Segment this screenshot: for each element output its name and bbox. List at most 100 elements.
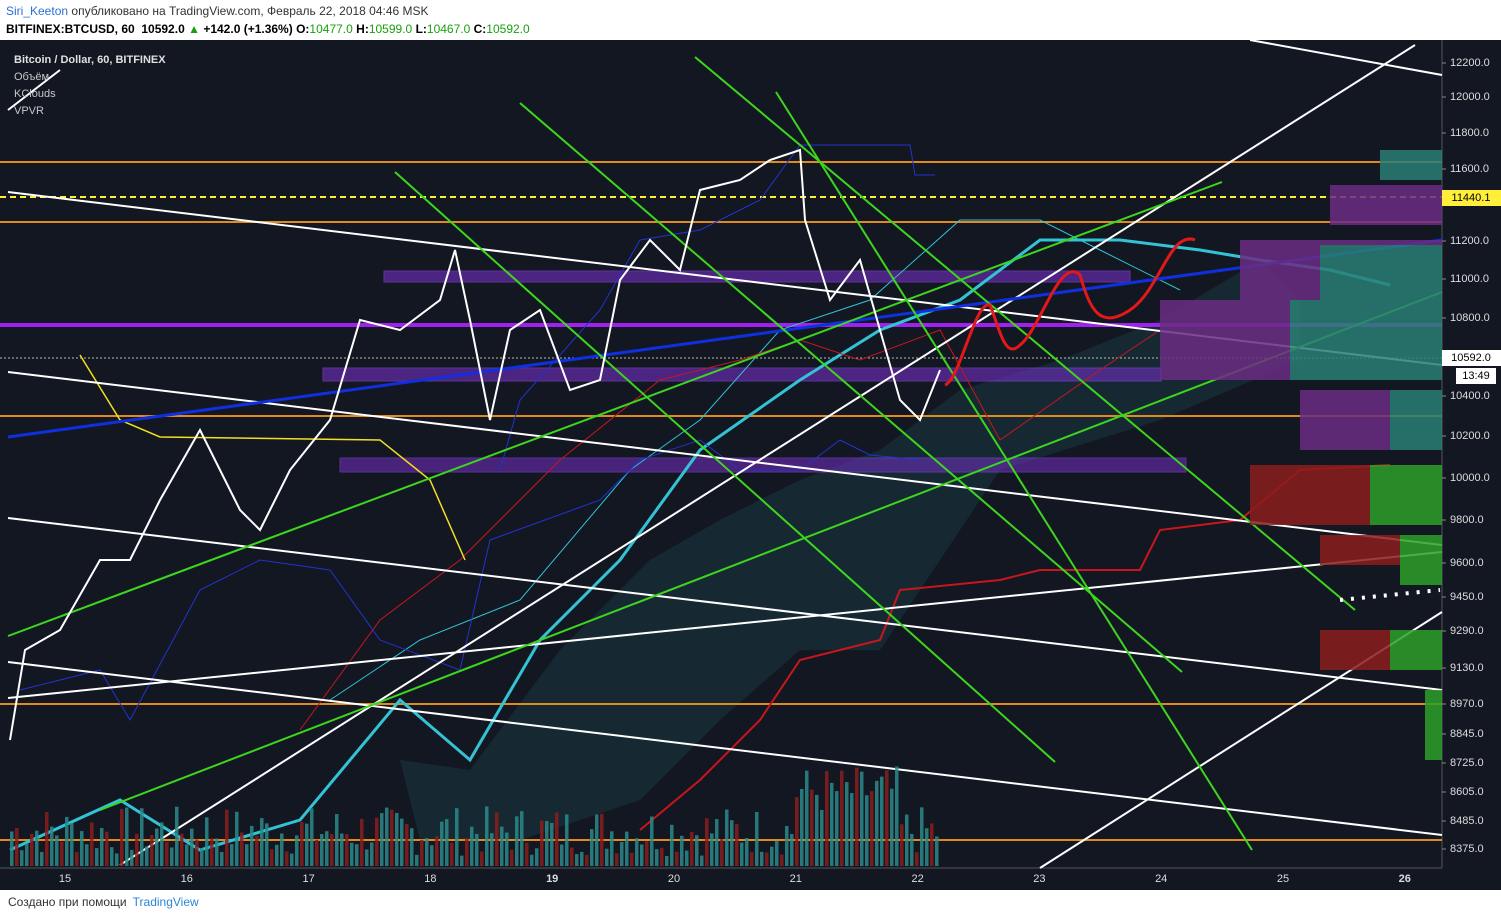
volume-bar (105, 831, 109, 866)
y-tick-label: 8725.0 (1450, 757, 1484, 769)
volume-bar (630, 852, 634, 866)
author[interactable]: Siri_Keeton (6, 4, 69, 18)
volume-bar (40, 852, 44, 866)
volume-bar (55, 835, 59, 866)
volume-bar (490, 833, 494, 866)
volume-bar (465, 838, 469, 866)
volume-bar (390, 809, 394, 866)
volume-bar (570, 847, 574, 866)
volume-bar (95, 848, 99, 866)
volume-bar (140, 808, 144, 866)
vpvr (1160, 150, 1442, 760)
y-tick-label: 9290.0 (1450, 625, 1484, 637)
volume-bar (360, 818, 364, 866)
zone (383, 270, 1131, 283)
x-tick-label: 20 (668, 873, 680, 885)
volume-bar (645, 841, 649, 866)
x-tick-label: 26 (1399, 873, 1411, 885)
close: 10592.0 (486, 22, 530, 36)
y-tick-label: 11800.0 (1450, 127, 1489, 139)
volume-bar (110, 847, 114, 866)
y-tick-label: 8970.0 (1450, 698, 1484, 710)
publish-line: Siri_Keeton опубликовано на TradingView.… (6, 4, 429, 18)
volume-bar (700, 855, 704, 866)
high-label: H: (356, 22, 369, 36)
volume-bar (150, 835, 154, 866)
volume-bar (275, 844, 279, 866)
last: 10592.0 (141, 22, 185, 36)
volume-bar (540, 820, 544, 866)
volume-bar (580, 851, 584, 866)
volume-bar (125, 807, 129, 866)
volume-bar (660, 847, 664, 866)
volume-bar (250, 825, 254, 866)
volume-bar (895, 766, 899, 866)
volume-bar (135, 833, 139, 866)
volume-bar (355, 844, 359, 866)
volume-bar (90, 822, 94, 866)
x-tick-label: 21 (790, 873, 802, 885)
volume-bar (220, 852, 224, 866)
legend-item: Bitcoin / Dollar, 60, BITFINEX (14, 54, 166, 66)
brand[interactable]: TradingView (132, 895, 199, 909)
price-axis-bg (1442, 40, 1501, 890)
projection (944, 237, 1196, 387)
volume-bar (855, 767, 859, 866)
volume-bar (780, 854, 784, 866)
volume-bar (850, 793, 854, 866)
volume-bar (100, 827, 104, 866)
volume-bar (590, 829, 594, 866)
volume-bar (160, 822, 164, 866)
made-with: Создано при помощи (8, 895, 127, 909)
volume-bar (415, 854, 419, 866)
volume-bar (45, 812, 49, 866)
y-tick-label: 10000.0 (1450, 472, 1490, 484)
volume-bar (675, 851, 679, 866)
volume-bar (775, 840, 779, 866)
y-tick-label: 9800.0 (1450, 514, 1484, 526)
volume-bar (195, 839, 199, 866)
y-tick-label: 8375.0 (1450, 843, 1484, 855)
volume-bar (585, 854, 589, 866)
volume-bar (500, 826, 504, 866)
price-badge (1442, 350, 1501, 366)
volume-bar (485, 806, 489, 866)
volume-bar (315, 839, 319, 866)
y-tick-label: 9450.0 (1450, 591, 1484, 603)
y-tick-label: 10200.0 (1450, 430, 1490, 442)
volume-bar (300, 821, 304, 866)
volume-bar (745, 838, 749, 866)
volume-bar (550, 822, 554, 866)
volume-bar (825, 771, 829, 866)
volume-bar (155, 828, 159, 866)
volume-bar (435, 836, 439, 866)
volume-bar (65, 816, 69, 866)
y-tick-label: 11600.0 (1450, 163, 1489, 175)
y-tick-label: 12200.0 (1450, 57, 1490, 69)
plot-bg (0, 40, 1442, 868)
volume-bar (375, 817, 379, 866)
volume-bar (635, 838, 639, 866)
time-axis: 15 16 17 18 19 20 21 22 23 24 25 26 (59, 873, 1411, 885)
volume-bar (935, 836, 939, 866)
volume-bar (905, 814, 909, 866)
volume-bar (165, 841, 169, 866)
volume-bar (650, 816, 654, 866)
volume-bar (335, 814, 339, 866)
volume-bar (265, 823, 269, 866)
volume-bar (815, 794, 819, 866)
y-tick-label: 8845.0 (1450, 728, 1484, 740)
volume-bar (75, 852, 79, 866)
volume-bar (510, 849, 514, 866)
volume-bar (870, 791, 874, 866)
volume-bar (60, 841, 64, 866)
price-axis: 12200.0 12000.0 11800.0 11600.0 11200.0 11000… (1442, 57, 1490, 855)
volume-bar (680, 835, 684, 866)
countdown-badge (1456, 368, 1496, 384)
volume-bar (575, 854, 579, 866)
y-tick-label: 10400.0 (1450, 390, 1490, 402)
volume-bar (395, 812, 399, 866)
volume-bar (320, 834, 324, 866)
open-label: O: (296, 22, 310, 36)
volume-bar (405, 823, 409, 866)
